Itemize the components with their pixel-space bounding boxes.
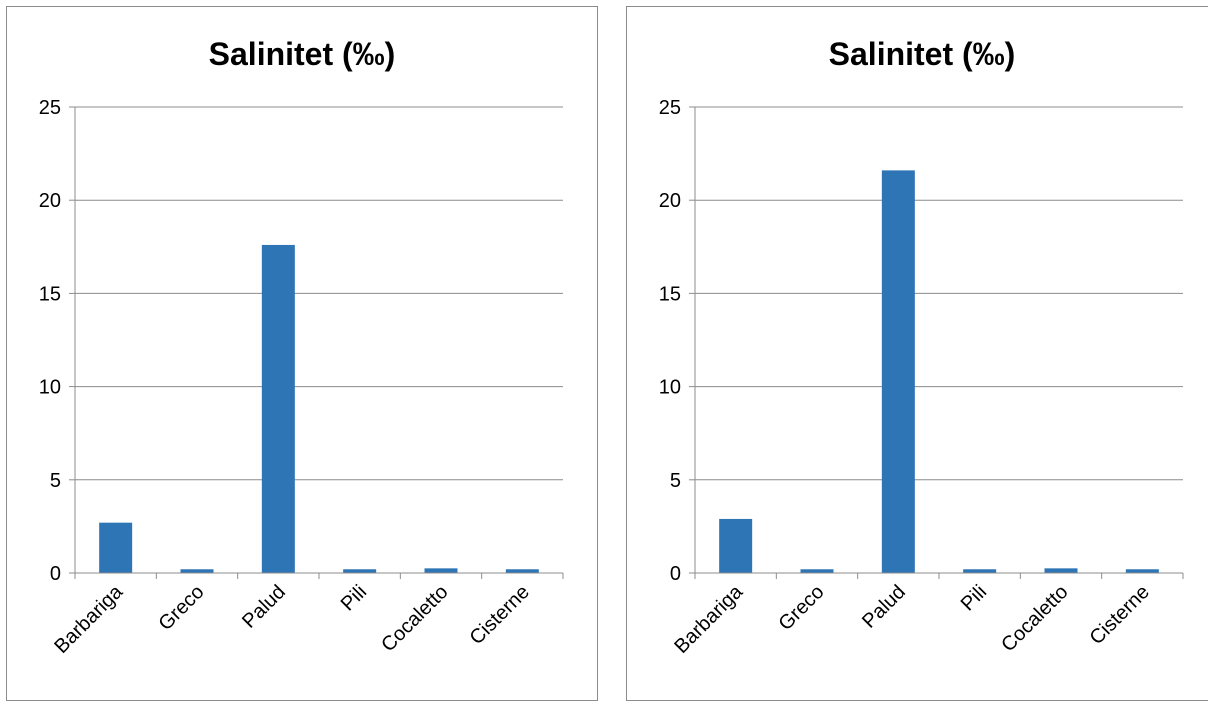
- y-tick-label: 20: [659, 190, 681, 212]
- x-category-label: Palud: [858, 581, 910, 633]
- y-tick-label: 5: [670, 470, 681, 492]
- y-tick-label: 20: [39, 190, 61, 212]
- x-category-label: Greco: [774, 581, 828, 635]
- x-category-label: Barbariga: [670, 580, 747, 657]
- x-category-label: Cisterne: [1086, 581, 1154, 649]
- bar-palud: [881, 170, 915, 573]
- bar-cisterne: [505, 569, 539, 573]
- x-category-label: Pili: [957, 581, 991, 615]
- bar-greco: [180, 569, 214, 573]
- salinity-chart-right: Salinitet (‰) 0 5 10 15 20 25 Barbariga Greco Pa…: [659, 36, 1184, 658]
- y-tick-label: 10: [39, 377, 61, 399]
- chart-panel-right: Salinitet (‰) 0 5 10 15 20 25 Barbariga Greco Pa…: [626, 6, 1208, 701]
- x-category-label: Cocaletto: [997, 581, 1072, 656]
- chart-panel-left: Salinitet (‰) 0 5 10 15 20 25 Barbariga Greco Pa…: [6, 6, 598, 701]
- bar-barbariga: [99, 522, 133, 573]
- x-category-label: Cisterne: [466, 581, 534, 649]
- bar-barbariga: [719, 518, 753, 573]
- bar-greco: [800, 569, 834, 573]
- bar-cocaletto: [1044, 568, 1078, 573]
- x-category-label: Pili: [337, 581, 371, 615]
- bar-cisterne: [1125, 569, 1159, 573]
- bar-pili: [963, 569, 997, 573]
- y-tick-label: 25: [659, 97, 681, 119]
- y-tick-label: 10: [659, 377, 681, 399]
- y-tick-label: 25: [39, 97, 61, 119]
- bar-cocaletto: [424, 568, 458, 573]
- bar-palud: [261, 244, 295, 573]
- chart-title: Salinitet (‰): [209, 36, 396, 72]
- x-category-label: Greco: [154, 581, 208, 635]
- x-category-label: Barbariga: [50, 580, 127, 657]
- y-tick-label: 15: [659, 283, 681, 305]
- salinity-chart-left: Salinitet (‰) 0 5 10 15 20 25 Barbariga Greco Pa…: [39, 36, 564, 658]
- y-tick-label: 0: [670, 563, 681, 585]
- chart-title: Salinitet (‰): [829, 36, 1016, 72]
- y-tick-label: 0: [50, 563, 61, 585]
- y-tick-label: 15: [39, 283, 61, 305]
- x-category-label: Cocaletto: [377, 581, 452, 656]
- x-category-label: Palud: [238, 581, 290, 633]
- y-tick-label: 5: [50, 470, 61, 492]
- bar-pili: [343, 569, 377, 573]
